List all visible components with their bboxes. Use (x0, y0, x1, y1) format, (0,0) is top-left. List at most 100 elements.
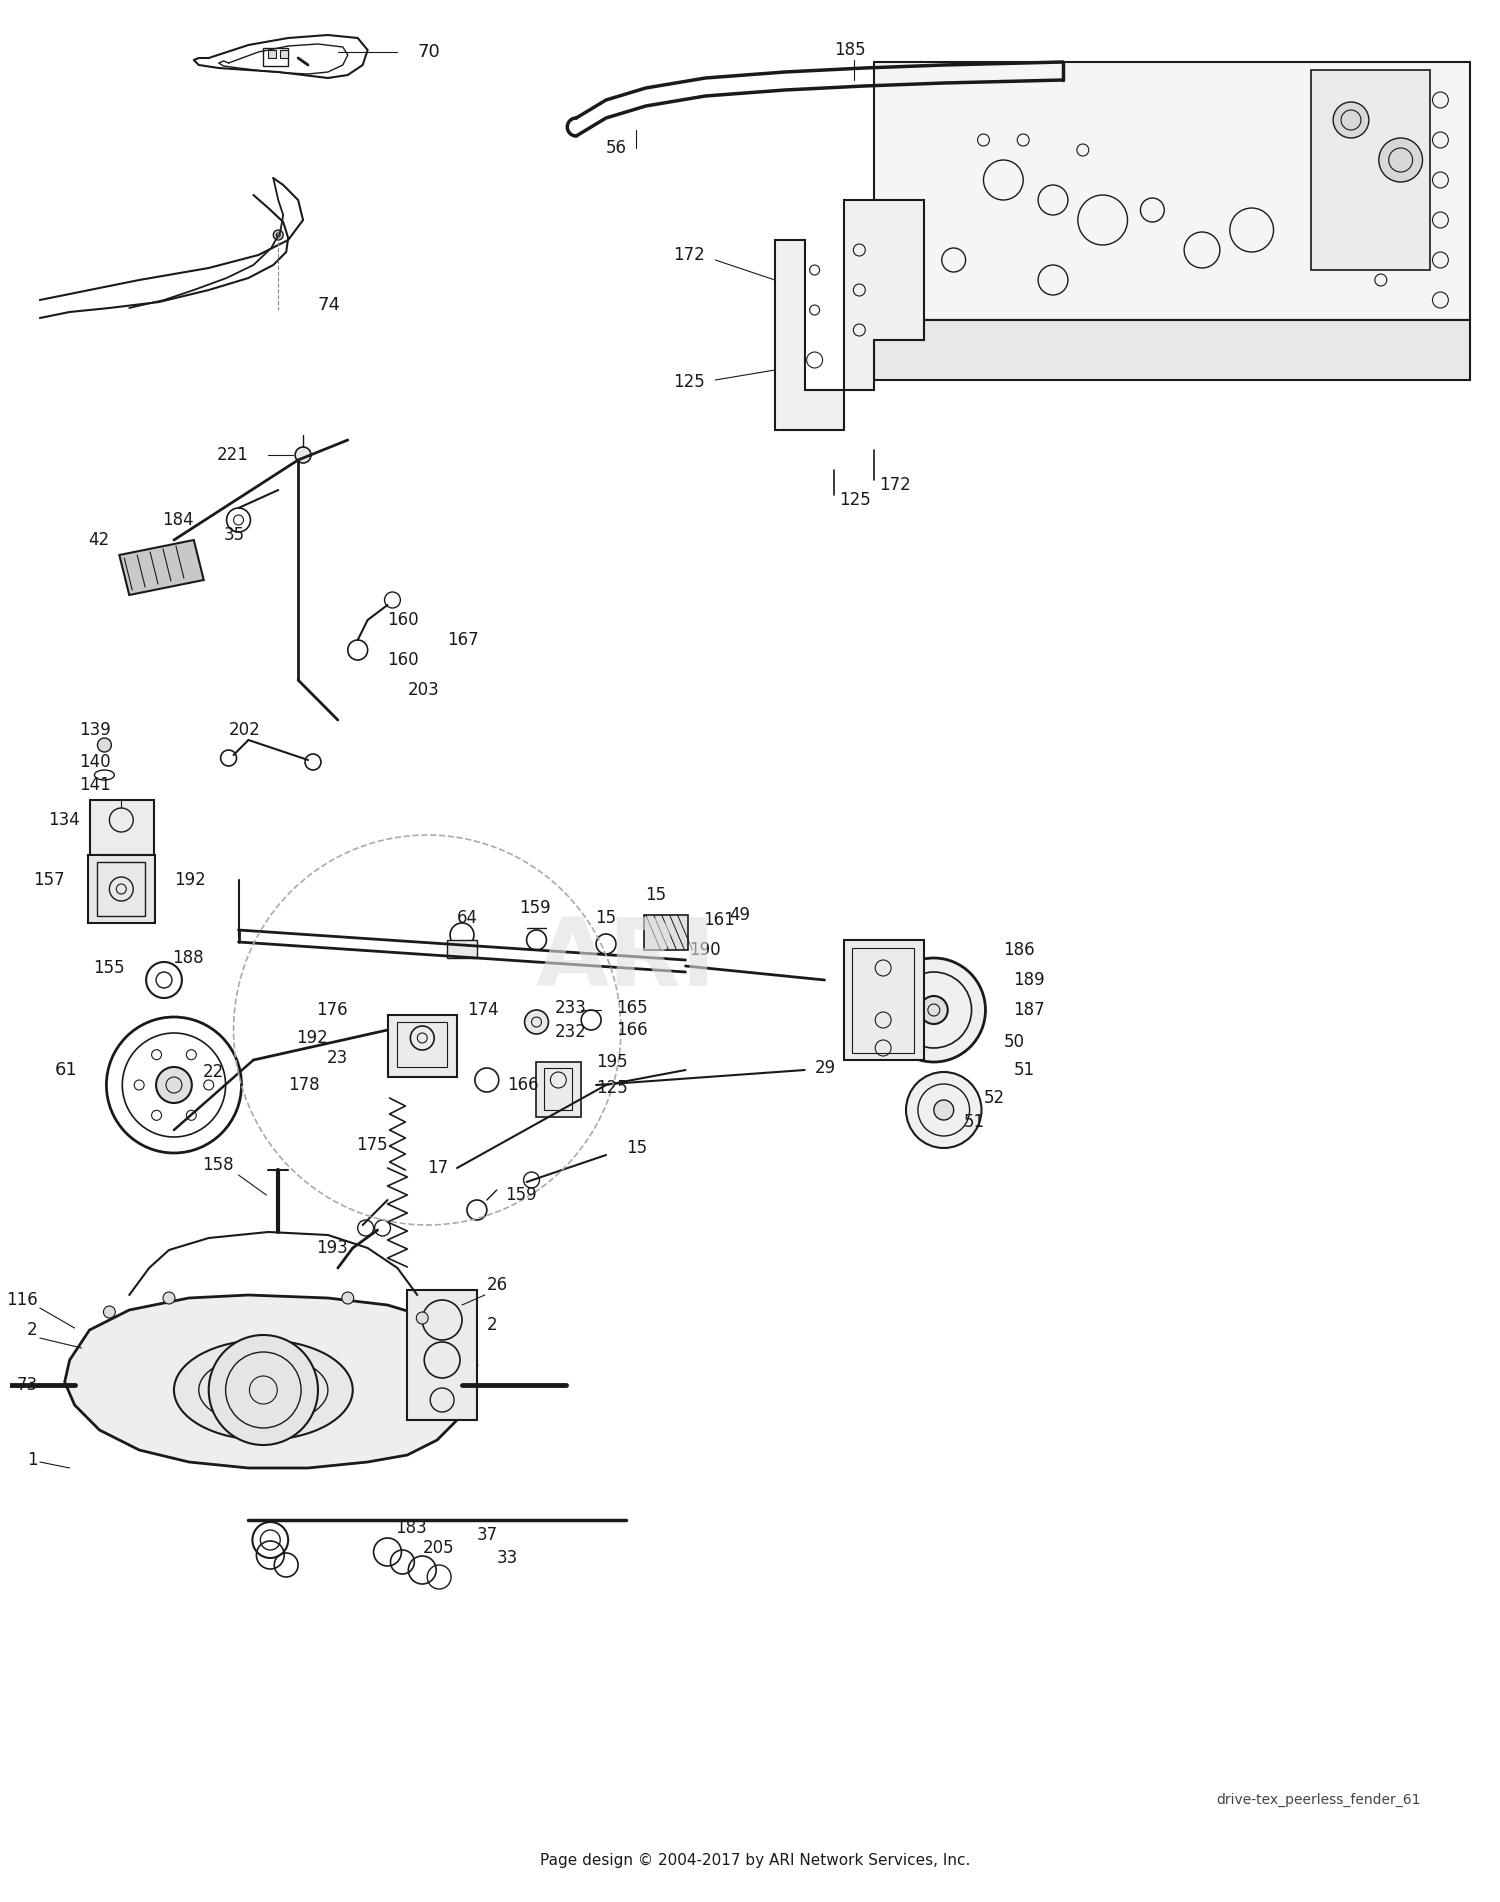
Text: 190: 190 (690, 941, 722, 959)
Text: 29: 29 (815, 1059, 836, 1077)
Text: 203: 203 (408, 681, 440, 700)
Text: 157: 157 (33, 871, 64, 888)
Text: ARI: ARI (536, 915, 717, 1006)
Polygon shape (844, 200, 924, 390)
Text: 167: 167 (447, 631, 478, 649)
Text: 205: 205 (423, 1539, 454, 1558)
Bar (447, 940, 477, 959)
Bar (87, 856, 154, 922)
Text: 15: 15 (626, 1139, 646, 1156)
Text: 159: 159 (519, 900, 550, 917)
Text: 160: 160 (387, 650, 418, 670)
Text: 161: 161 (704, 911, 735, 928)
Bar (398, 1021, 447, 1067)
Polygon shape (874, 63, 1470, 320)
Text: 22: 22 (202, 1063, 223, 1080)
Bar (852, 947, 914, 1054)
Text: 42: 42 (88, 531, 110, 550)
Text: 50: 50 (1004, 1033, 1025, 1052)
Text: 125: 125 (840, 491, 872, 510)
Text: 221: 221 (216, 445, 249, 464)
Text: 70: 70 (417, 44, 440, 61)
Text: 49: 49 (729, 905, 750, 924)
Text: 73: 73 (16, 1375, 38, 1394)
Text: 176: 176 (316, 1000, 348, 1019)
Circle shape (882, 959, 986, 1061)
Text: 192: 192 (296, 1029, 328, 1046)
Text: 74: 74 (318, 297, 340, 314)
Text: 202: 202 (228, 721, 261, 740)
Circle shape (342, 1291, 354, 1305)
Text: 172: 172 (674, 245, 705, 264)
Circle shape (296, 447, 310, 462)
Circle shape (417, 1312, 428, 1324)
Bar (268, 49, 276, 57)
Text: drive-tex_peerless_fender_61: drive-tex_peerless_fender_61 (1216, 1794, 1420, 1807)
Text: 186: 186 (1004, 941, 1035, 959)
Circle shape (1334, 103, 1370, 139)
Bar (408, 1290, 477, 1421)
Text: 185: 185 (834, 42, 866, 59)
Polygon shape (64, 1295, 477, 1468)
Text: 33: 33 (496, 1548, 517, 1567)
Text: 125: 125 (596, 1078, 628, 1097)
Text: 1: 1 (27, 1451, 38, 1468)
Polygon shape (120, 540, 204, 595)
Text: 52: 52 (984, 1090, 1005, 1107)
Text: 51: 51 (1014, 1061, 1035, 1078)
Bar (98, 862, 146, 917)
Circle shape (104, 1307, 116, 1318)
Bar (544, 1069, 573, 1111)
Text: 17: 17 (427, 1158, 448, 1177)
Text: 116: 116 (6, 1291, 38, 1309)
Bar (387, 1016, 458, 1077)
Text: 140: 140 (80, 753, 111, 770)
Bar (264, 48, 288, 67)
Text: 56: 56 (606, 139, 627, 158)
Text: 193: 193 (316, 1238, 348, 1257)
Text: 64: 64 (458, 909, 478, 926)
Bar (537, 1061, 580, 1116)
Text: 61: 61 (56, 1061, 78, 1078)
Text: 175: 175 (356, 1135, 387, 1155)
Text: 183: 183 (396, 1520, 427, 1537)
Polygon shape (874, 320, 1470, 380)
Text: 195: 195 (596, 1054, 627, 1071)
Text: 15: 15 (596, 909, 616, 926)
Circle shape (273, 230, 284, 240)
Text: 139: 139 (80, 721, 111, 740)
Text: 37: 37 (477, 1525, 498, 1544)
Text: 159: 159 (504, 1187, 537, 1204)
Text: 35: 35 (224, 527, 245, 544)
Circle shape (934, 1099, 954, 1120)
Text: 174: 174 (466, 1000, 498, 1019)
Text: 165: 165 (616, 999, 648, 1018)
Text: 187: 187 (1014, 1000, 1046, 1019)
Text: 160: 160 (387, 611, 418, 630)
Text: 189: 189 (1014, 972, 1046, 989)
Ellipse shape (174, 1341, 352, 1440)
Text: 192: 192 (174, 871, 206, 888)
Text: 233: 233 (555, 999, 586, 1018)
Text: 166: 166 (507, 1077, 538, 1094)
Text: 26: 26 (488, 1276, 508, 1293)
Text: 232: 232 (555, 1023, 586, 1040)
Text: 188: 188 (172, 949, 204, 966)
Text: 15: 15 (645, 886, 666, 903)
Circle shape (525, 1010, 549, 1035)
Text: 134: 134 (48, 810, 80, 829)
Text: 51: 51 (963, 1113, 984, 1132)
Bar (280, 49, 288, 57)
Bar (90, 801, 154, 856)
Text: 178: 178 (288, 1077, 320, 1094)
Text: 2: 2 (27, 1322, 38, 1339)
Text: 155: 155 (93, 959, 124, 978)
Text: 23: 23 (327, 1050, 348, 1067)
Circle shape (920, 997, 948, 1023)
Text: 158: 158 (202, 1156, 234, 1174)
Bar (844, 940, 924, 1059)
Circle shape (209, 1335, 318, 1446)
Circle shape (164, 1291, 176, 1305)
Text: 166: 166 (616, 1021, 648, 1038)
Bar (1311, 70, 1431, 270)
